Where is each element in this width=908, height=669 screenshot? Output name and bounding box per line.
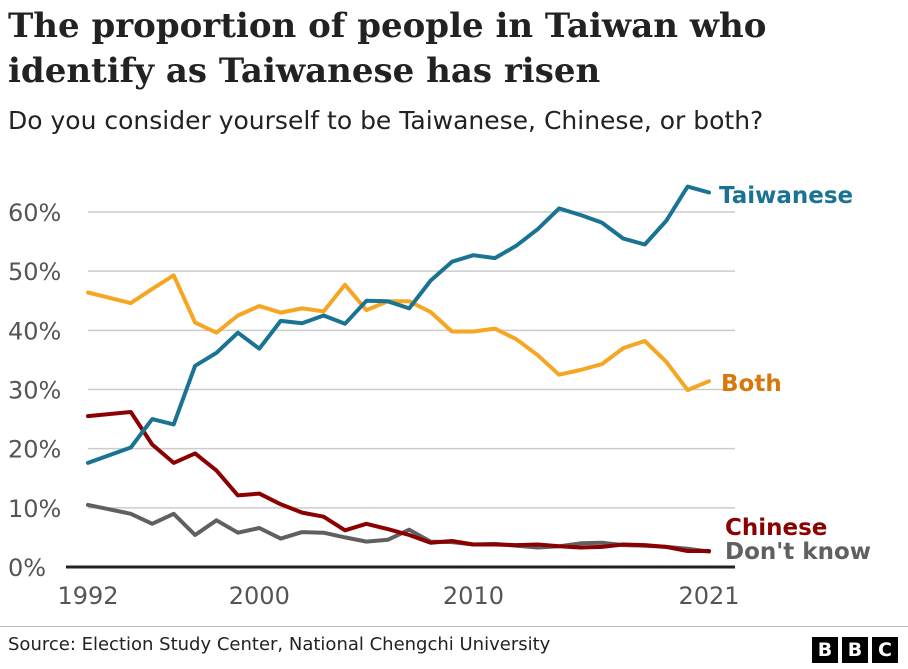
y-tick-label: 30% (8, 377, 61, 405)
logo-letter-c: C (872, 637, 898, 663)
y-tick-label: 10% (8, 495, 61, 523)
series-label-don-t-know: Don't know (725, 539, 871, 565)
x-tick-label: 2000 (229, 582, 290, 610)
x-axis-tick-labels: 1992 2000 2010 2021 (57, 582, 739, 610)
logo-letter-b1: B (812, 637, 838, 663)
y-tick-label: 50% (8, 258, 61, 286)
y-tick-label: 60% (8, 199, 61, 227)
line-chart: 0% 10% 20% 30% 40% 50% 60% 1992 2000 2010 2021 Ta… (8, 183, 871, 610)
gridlines (88, 211, 735, 509)
chart-title: The proportion of people in Taiwan who i… (8, 6, 767, 91)
footer-divider (0, 626, 908, 627)
series-line-both (86, 273, 711, 393)
source-note: Source: Election Study Center, National … (8, 634, 551, 655)
y-tick-label: 20% (8, 436, 61, 464)
y-tick-label: 0% (8, 554, 46, 582)
series-label-taiwanese: Taiwanese (719, 183, 853, 209)
y-axis-tick-labels: 0% 10% 20% 30% 40% 50% 60% (8, 199, 61, 582)
x-tick-label: 2010 (443, 582, 504, 610)
series-line-taiwanese (86, 184, 711, 465)
logo-letter-b2: B (842, 637, 868, 663)
y-tick-label: 40% (8, 317, 61, 345)
series-lines (86, 184, 711, 554)
x-tick-label: 1992 (57, 582, 118, 610)
series-line-chinese (86, 410, 711, 553)
series-label-chinese: Chinese (725, 515, 827, 541)
series-label-both: Both (721, 371, 782, 397)
x-tick-label: 2021 (678, 582, 739, 610)
chart-subtitle: Do you consider yourself to be Taiwanese… (8, 106, 764, 135)
series-line-don-t-know (86, 502, 711, 554)
bbc-logo: B B C (812, 637, 898, 663)
